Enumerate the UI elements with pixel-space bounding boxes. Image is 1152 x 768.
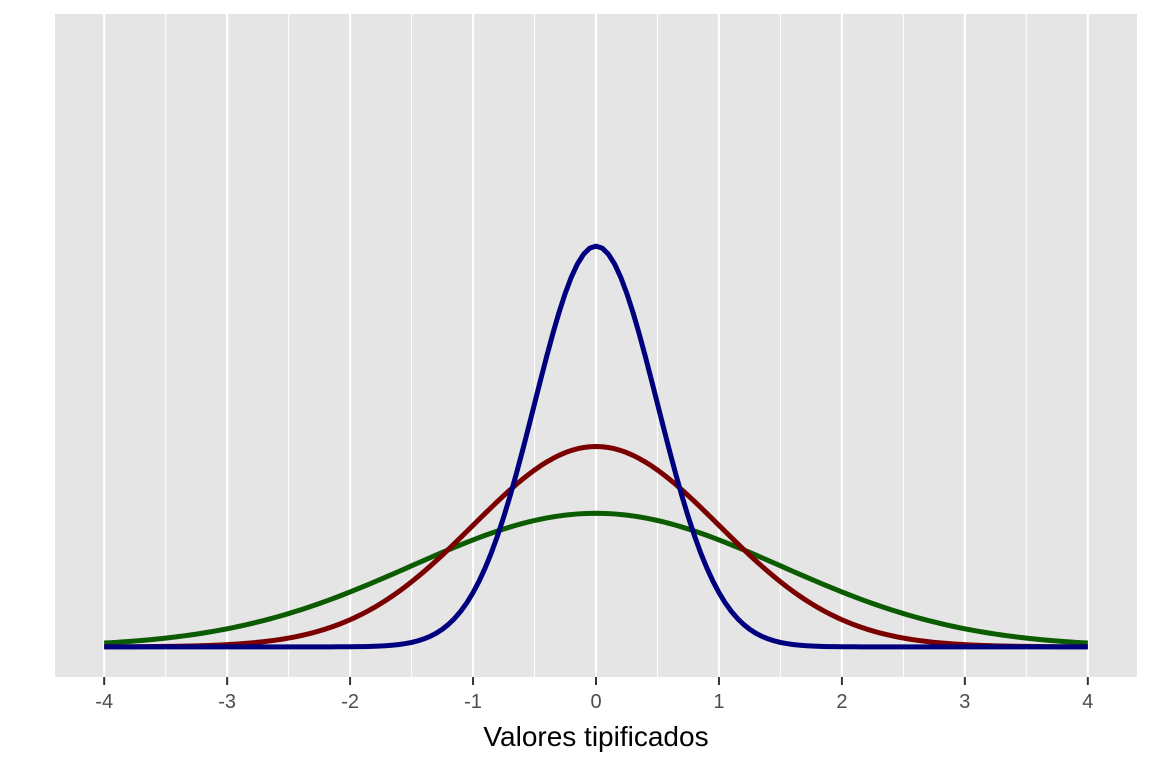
x-tick-label: 1 <box>713 691 724 713</box>
x-tick-label: -1 <box>464 691 482 713</box>
series-line-3 <box>104 243 1088 650</box>
series-line-1 <box>104 510 1088 646</box>
series-group <box>104 243 1088 650</box>
grid <box>103 14 1089 677</box>
x-axis-title: Valores tipificados <box>483 721 708 752</box>
x-tick-label: 4 <box>1082 691 1093 713</box>
x-tick-label: -2 <box>341 691 359 713</box>
x-tick-label: 2 <box>836 691 847 713</box>
x-tick-label: -4 <box>95 691 113 713</box>
x-tick-label: 3 <box>959 691 970 713</box>
x-tick-label: 0 <box>590 691 601 713</box>
series-line-2 <box>104 443 1088 650</box>
x-axis: -4 -3 -2 -1 0 1 2 3 4 <box>95 677 1093 713</box>
x-tick-label: -3 <box>218 691 236 713</box>
